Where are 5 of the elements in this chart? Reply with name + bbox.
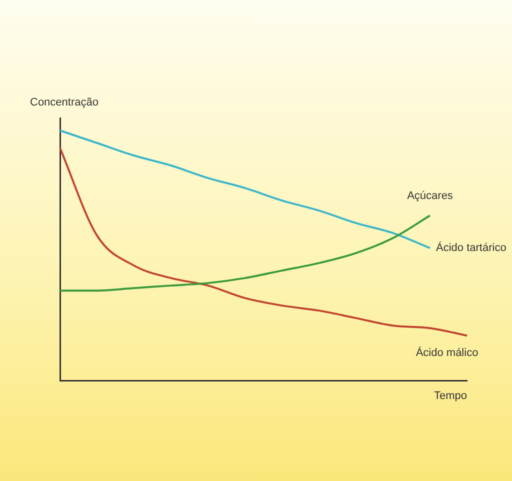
- series-label: Açúcares: [407, 190, 454, 202]
- y-axis-title: Concentração: [30, 96, 98, 109]
- series-label: Ácido málico: [416, 346, 478, 360]
- x-axis-title: Tempo: [434, 390, 467, 402]
- series-label: Ácido tartárico: [436, 241, 506, 254]
